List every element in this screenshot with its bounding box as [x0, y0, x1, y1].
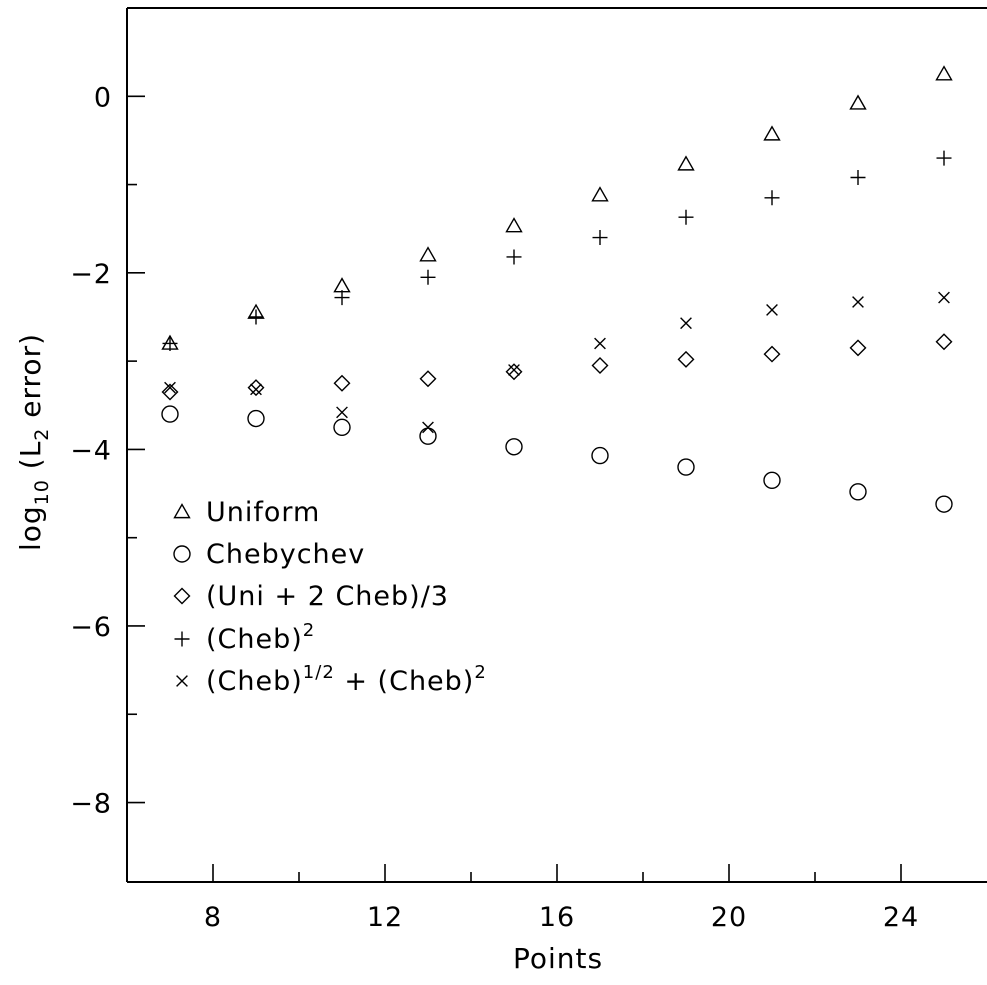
point-uni-2cheb [419, 370, 437, 388]
point-cheb-squared [506, 249, 522, 265]
point-uni-2cheb [849, 339, 867, 357]
point-cheb-half-plus-squared [422, 421, 434, 434]
point-uniform [419, 246, 437, 262]
y-tick-label: −2 [70, 259, 112, 290]
point-uni-2cheb [247, 379, 265, 397]
point-cheb-squared [420, 269, 436, 285]
point-uniform [849, 94, 867, 110]
point-uni-2cheb [935, 333, 953, 351]
data-marks [161, 65, 953, 513]
legend-label-cheb-squared: (Cheb)2 [206, 620, 315, 655]
point-cheb-half-plus-squared [164, 381, 176, 394]
y-axis: 0 −2 −4 −6 −8 [70, 7, 145, 820]
series-uni-2cheb [161, 333, 953, 401]
point-chebychev [849, 483, 867, 501]
point-chebychev [247, 409, 265, 428]
point-cheb-squared [936, 150, 952, 166]
point-chebychev [505, 438, 523, 456]
point-chebychev [333, 418, 351, 437]
legend-marker-uni-2cheb [173, 587, 191, 605]
legend-marker-chebychev [173, 545, 191, 563]
point-cheb-squared [334, 290, 350, 306]
x-tick-label: 16 [539, 902, 575, 933]
legend-item-cheb-squared: (Cheb)2 [174, 620, 315, 655]
y-axis-title: log10 (L2 error) [14, 333, 53, 551]
x-tick-label: 8 [204, 902, 222, 933]
legend-item-chebychev: Chebychev [173, 539, 365, 570]
series-uniform [161, 65, 953, 350]
legend-label-uni-2cheb: (Uni + 2 Cheb)/3 [206, 581, 449, 612]
point-cheb-half-plus-squared [508, 364, 520, 376]
point-cheb-half-plus-squared [938, 291, 950, 304]
point-chebychev [419, 427, 437, 445]
series-cheb-squared [162, 150, 952, 351]
point-uni-2cheb [677, 350, 695, 368]
legend-marker-cheb-half-plus-squared [176, 675, 188, 687]
plot-frame [126, 7, 987, 883]
point-uni-2cheb [505, 363, 523, 381]
x-axis: 8 12 16 20 24 [204, 864, 919, 933]
point-cheb-half-plus-squared [336, 406, 348, 419]
point-chebychev [591, 446, 609, 465]
point-cheb-half-plus-squared [250, 383, 262, 396]
point-cheb-squared [678, 209, 694, 225]
point-cheb-half-plus-squared [852, 296, 864, 308]
x-axis-title: Points [513, 942, 603, 975]
legend-marker-uniform [173, 503, 191, 519]
y-tick-label: −8 [70, 789, 112, 820]
y-tick-label: −6 [70, 612, 112, 643]
point-chebychev [935, 495, 953, 513]
legend-label-chebychev: Chebychev [206, 539, 365, 570]
point-cheb-squared [248, 309, 264, 325]
legend-item-cheb-half-plus-squared: (Cheb)1/2 + (Cheb)2 [176, 662, 487, 697]
legend-marker-cheb-squared [174, 631, 190, 647]
point-cheb-half-plus-squared [680, 317, 692, 330]
point-chebychev [161, 405, 179, 423]
y-tick-label: −4 [70, 435, 112, 466]
point-cheb-half-plus-squared [594, 337, 606, 350]
point-uniform [763, 125, 781, 141]
point-uniform [677, 155, 695, 171]
x-tick-label: 24 [883, 902, 919, 933]
legend-label-uniform: Uniform [206, 497, 320, 528]
point-cheb-squared [592, 230, 608, 246]
y-tick-label: 0 [94, 82, 112, 113]
legend-label-cheb-half-plus-squared: (Cheb)1/2 + (Cheb)2 [206, 662, 487, 697]
series-cheb-half-plus-squared [164, 291, 950, 434]
point-uniform [505, 217, 523, 233]
point-chebychev [677, 458, 695, 476]
point-cheb-half-plus-squared [766, 304, 778, 316]
point-uni-2cheb [333, 374, 351, 392]
x-tick-label: 20 [711, 902, 747, 933]
legend-item-uni-2cheb: (Uni + 2 Cheb)/3 [173, 581, 449, 612]
x-tick-label: 12 [367, 902, 403, 933]
point-uniform [591, 186, 609, 202]
legend: Uniform Chebychev (Uni + 2 Cheb)/3 (Cheb)2 (… [173, 497, 487, 697]
point-uniform [333, 277, 351, 293]
point-cheb-squared [850, 170, 866, 186]
point-chebychev [763, 471, 781, 490]
legend-item-uniform: Uniform [173, 497, 320, 528]
point-uni-2cheb [591, 357, 609, 375]
point-cheb-squared [162, 335, 178, 351]
point-uniform [935, 65, 953, 81]
point-cheb-squared [764, 190, 780, 206]
point-uni-2cheb [161, 383, 179, 401]
point-uni-2cheb [763, 345, 781, 363]
